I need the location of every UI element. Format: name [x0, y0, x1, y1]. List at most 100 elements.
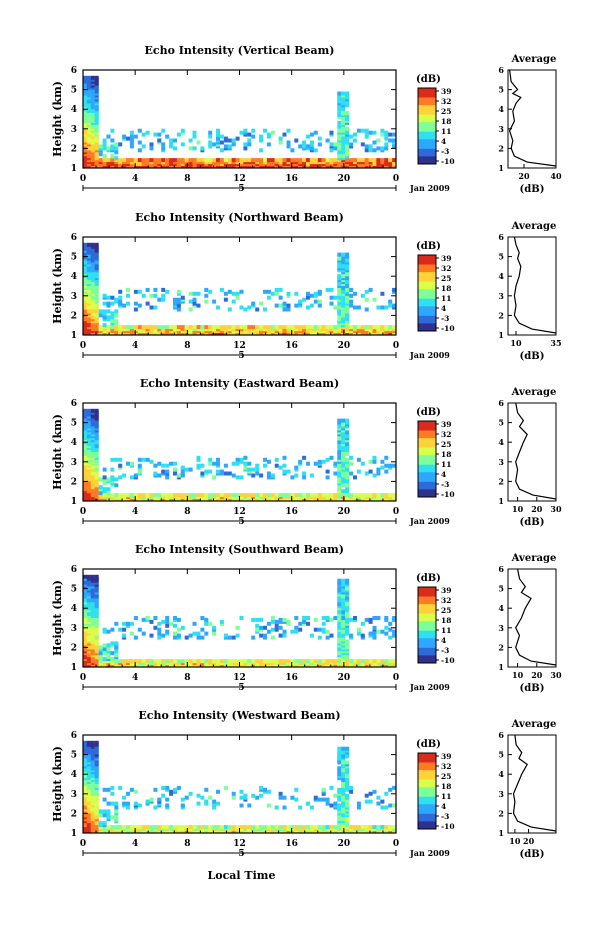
- heatmap-cell: [153, 158, 158, 163]
- heatmap-cell: [110, 801, 115, 806]
- heatmap-cell: [306, 659, 310, 664]
- heatmap-cell: [290, 659, 295, 664]
- heatmap-cell: [345, 140, 350, 145]
- heatmap-cell: [102, 813, 107, 818]
- colorbar-segment: [418, 468, 436, 471]
- heatmap-cell: [106, 325, 111, 330]
- panel-0: Echo Intensity (Vertical Beam)0 4 8 12 16 20 0…: [51, 44, 562, 195]
- heatmap-cell: [106, 477, 111, 482]
- heatmap-cell: [176, 493, 181, 498]
- avg-y-tick-label: 3: [498, 457, 504, 467]
- heatmap-cell: [176, 158, 181, 163]
- heatmap-cell: [372, 625, 377, 630]
- colorbar-segment: [418, 817, 436, 820]
- average-frame: [507, 69, 557, 169]
- heatmap-cell: [204, 631, 209, 636]
- heatmap-cell: [208, 493, 213, 498]
- colorbar-segment: [418, 478, 436, 481]
- heatmap-cell: [98, 152, 103, 157]
- colorbar-segment: [418, 760, 436, 763]
- colorbar-segment: [418, 806, 436, 809]
- heatmap-cell: [368, 469, 373, 474]
- avg-y-tick-label: 4: [498, 104, 504, 114]
- x-tick-label: 4: [132, 673, 138, 683]
- heatmap-cell: [345, 614, 350, 618]
- heatmap-cell: [243, 793, 248, 798]
- heatmap-cell: [282, 158, 287, 163]
- x-tick-label: 0: [393, 174, 399, 184]
- heatmap-cell: [384, 142, 389, 147]
- avg-y-tick-label: 1: [498, 662, 504, 672]
- heatmap-cell: [388, 325, 393, 330]
- colorbar-segment: [418, 754, 436, 758]
- colorbar-segment: [418, 613, 436, 616]
- heatmap-cell: [329, 617, 334, 622]
- heatmap-cell: [219, 325, 224, 330]
- colorbar-frame: [417, 254, 437, 332]
- x-tick-label: 16: [285, 839, 298, 849]
- colorbar-segment: [418, 141, 436, 144]
- colorbar-segment: [418, 798, 436, 801]
- heatmap-cell: [102, 309, 107, 314]
- heatmap-cell: [114, 146, 119, 151]
- heatmap-cell: [337, 639, 342, 644]
- heatmap-cell: [266, 471, 271, 476]
- heatmap-cell: [239, 305, 244, 310]
- heatmap-cell: [235, 136, 240, 141]
- heatmap-cell: [126, 293, 130, 298]
- heatmap-cell: [364, 825, 369, 830]
- heatmap-cell: [192, 631, 197, 636]
- heatmap-cell: [302, 297, 307, 302]
- heatmap-cell: [149, 305, 154, 310]
- average-xlabel: (dB): [520, 517, 545, 528]
- heatmap-cell: [196, 303, 201, 308]
- heatmap-cell: [169, 461, 174, 466]
- heatmap-cell: [333, 825, 338, 830]
- y-tick-label: 2: [71, 643, 77, 653]
- heatmap-cell: [270, 291, 275, 296]
- heatmap-cell: [384, 825, 389, 830]
- heatmap-cell: [255, 463, 260, 468]
- heatmap-cell: [137, 627, 142, 632]
- heatmap-cell: [118, 463, 123, 468]
- x-tick-label: 0: [80, 839, 86, 849]
- heatmap-cell: [313, 493, 318, 498]
- heatmap-cell: [384, 791, 389, 796]
- y-axis-label: Height (km): [51, 81, 64, 157]
- heatmap-cell: [165, 659, 170, 664]
- heatmap-cell: [364, 307, 369, 312]
- heatmap-cell: [216, 132, 220, 137]
- heatmap-cell: [364, 617, 369, 622]
- heatmap-cell: [122, 801, 127, 806]
- heatmap-cell: [235, 625, 240, 630]
- heatmap-cell: [133, 158, 138, 163]
- heatmap-cell: [341, 594, 346, 599]
- heatmap-cell: [372, 148, 377, 153]
- avg-y-tick-label: 2: [498, 310, 504, 320]
- heatmap-cell: [266, 629, 271, 634]
- heatmap-cell: [278, 625, 283, 630]
- heatmap-cell: [360, 493, 365, 498]
- heatmap-cell: [141, 493, 146, 498]
- avg-x-tick-label: 30: [550, 670, 562, 680]
- colorbar-segment: [418, 139, 436, 142]
- heatmap-cell: [169, 789, 174, 794]
- heatmap-cell: [341, 655, 346, 660]
- date-label: Jan 2009: [409, 516, 450, 526]
- heatmap-cell: [333, 461, 338, 466]
- heatmap-cell: [129, 493, 134, 498]
- colorbar-tick-label: 32: [441, 97, 451, 106]
- colorbar-tick-label: 11: [441, 792, 451, 801]
- colorbar-segment: [418, 291, 436, 294]
- heatmap-cell: [337, 146, 342, 151]
- x-tick-label: 4: [132, 839, 138, 849]
- heatmap-cell: [270, 130, 275, 135]
- heatmap-cell: [176, 659, 181, 664]
- heatmap-cell: [149, 659, 154, 664]
- heatmap-cell: [337, 150, 342, 155]
- heatmap-cell: [341, 297, 346, 302]
- avg-y-tick-label: 6: [498, 564, 504, 574]
- heatmap-cell: [333, 801, 338, 806]
- heatmap-cell: [216, 158, 220, 163]
- heatmap-cell: [243, 158, 248, 163]
